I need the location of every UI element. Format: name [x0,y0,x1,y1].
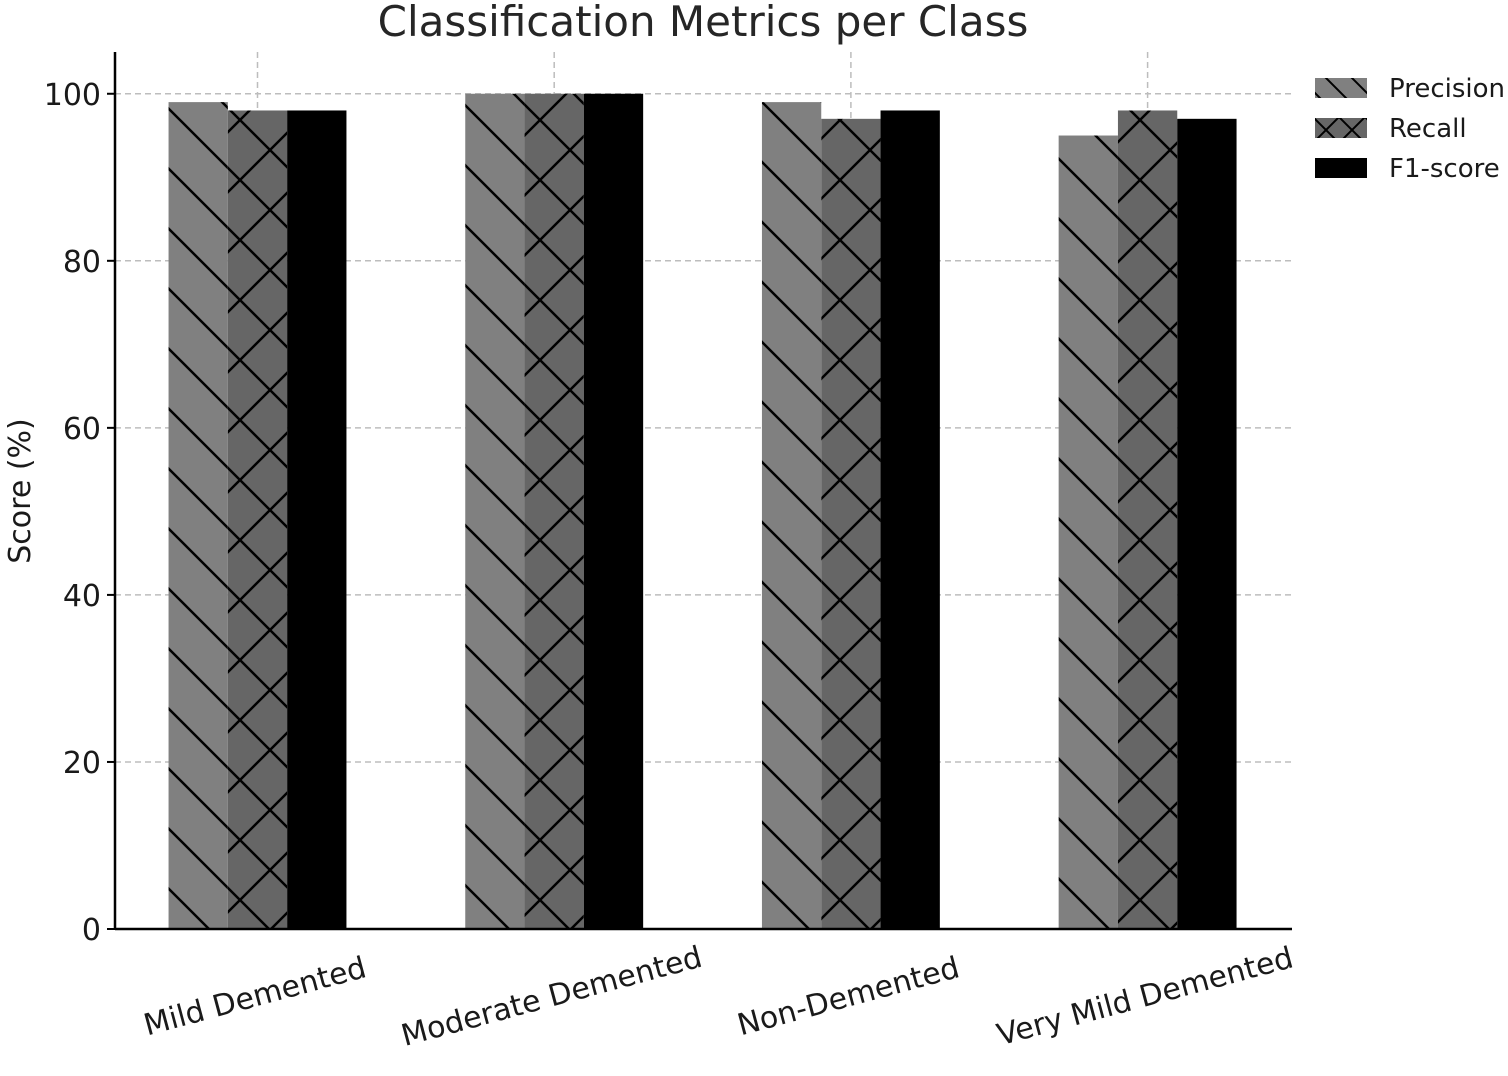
bar-f1-score-1 [583,93,644,929]
y-tick-label: 60 [63,412,101,447]
bar-precision-1 [465,93,525,929]
bar-recall-1 [524,93,584,929]
bar-precision-0 [168,102,228,930]
legend-swatch-recall [1315,118,1367,138]
x-categories: Mild Demented Moderate Demented Non-Dement… [140,940,1297,1054]
bars [168,93,1237,930]
x-category-label: Moderate Demented [398,940,706,1054]
x-category-label: Mild Demented [140,950,370,1043]
legend-swatch-precision [1315,78,1367,98]
chart-title: Classification Metrics per Class [378,0,1029,46]
bar-recall-0 [227,110,288,930]
legend-swatch-f1-score [1315,158,1367,178]
axes [113,52,1292,931]
bar-recall-2 [821,118,881,929]
legend-label: Recall [1389,114,1467,144]
bar-recall-3 [1117,110,1178,930]
y-tick-label: 20 [63,746,101,781]
bar-f1-score-2 [880,110,940,930]
y-tick-label: 80 [63,245,101,280]
bar-precision-3 [1058,135,1118,929]
legend-label: Precision [1389,74,1505,104]
y-tick-label: 100 [44,78,101,113]
bar-f1-score-3 [1177,118,1237,929]
legend: Precision Recall F1-score [1315,74,1505,184]
x-category-label: Non-Demented [734,950,963,1043]
y-tick-label: 40 [63,579,101,614]
y-axis-label: Score (%) [3,418,38,563]
x-category-label: Very Mild Demented [993,940,1297,1053]
legend-label: F1-score [1389,154,1500,184]
bar-f1-score-0 [287,110,347,930]
bar-precision-2 [761,102,822,930]
y-tick-label: 0 [82,913,101,948]
y-ticks: 0 20 40 60 80 100 [44,78,115,948]
